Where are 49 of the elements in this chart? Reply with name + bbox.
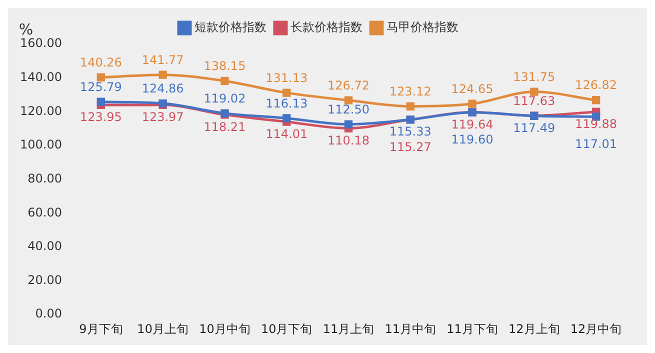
y-tick-label: 40.00 [28,239,62,254]
y-tick-label: 140.00 [20,70,62,84]
y-tick-label: 80.00 [28,171,62,186]
data-label: 124.65 [451,82,494,96]
data-label: 119.02 [204,91,246,106]
y-tick-label: 60.00 [28,205,62,220]
data-label: 115.27 [389,140,432,154]
data-label: 124.86 [142,82,184,96]
data-label: 123.95 [80,110,122,124]
data-label: 118.21 [204,120,246,134]
y-tick-label: 160.00 [20,36,62,50]
x-tick-label: 9月下旬 [79,322,123,336]
data-label: 138.15 [204,59,246,74]
x-tick-label: 10月中旬 [199,322,250,336]
data-label: 123.12 [389,84,432,98]
data-label: 114.01 [266,126,308,141]
x-tick-label: 12月上旬 [508,322,560,336]
data-label: 140.26 [80,56,122,70]
data-label: 112.50 [327,102,370,116]
legend-label: 短款价格指数 [194,20,266,34]
data-label: 119.60 [451,132,494,146]
data-label: 119.88 [575,116,618,131]
y-axis-title: % [18,20,34,38]
data-label: 123.97 [142,110,184,124]
data-label: 131.13 [266,70,308,85]
data-label: 116.13 [266,96,308,110]
data-label: 115.33 [389,124,432,139]
y-tick-label: 20.00 [28,272,62,287]
x-tick-label: 11月上旬 [322,322,374,336]
data-label: 125.79 [80,80,122,94]
data-label: 117.01 [575,136,618,151]
legend-label: 马甲价格指数 [386,20,458,34]
data-label: 117.49 [513,121,556,136]
data-label: 126.82 [575,78,618,92]
data-label: 117.63 [513,94,556,108]
y-tick-label: 120.00 [20,104,62,118]
data-label: 131.75 [513,70,556,84]
legend-label: 长款价格指数 [290,20,362,34]
x-tick-label: 10月下旬 [260,322,312,336]
x-tick-label: 10月上旬 [137,322,188,336]
data-label: 141.77 [142,52,184,67]
x-tick-label: 11月下旬 [446,322,498,336]
data-label: 110.18 [327,133,370,148]
x-tick-label: 12月中旬 [570,322,622,336]
data-label: 119.64 [451,117,494,132]
y-tick-label: 0.00 [35,306,62,321]
data-label: 126.72 [327,78,370,92]
y-tick-label: 100.00 [20,138,62,152]
x-tick-label: 11月中旬 [384,322,436,336]
